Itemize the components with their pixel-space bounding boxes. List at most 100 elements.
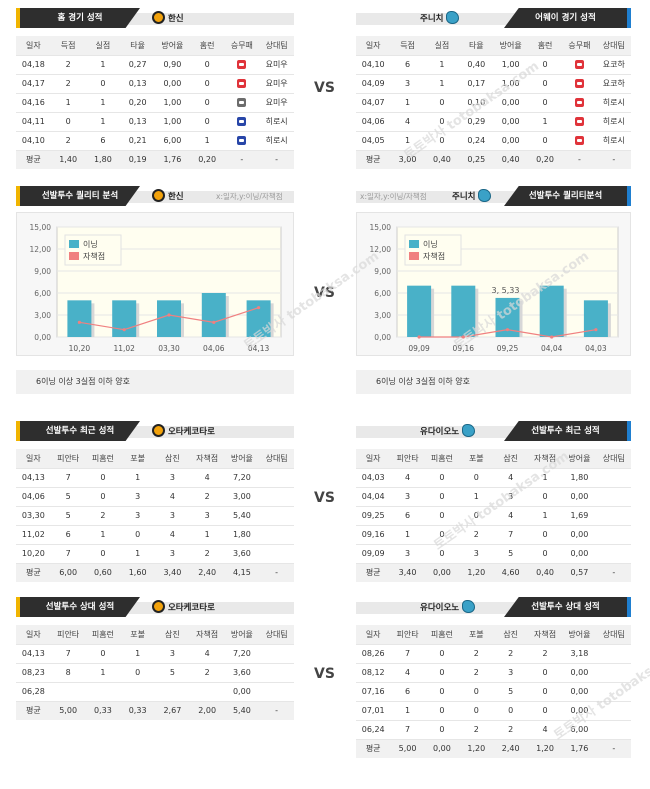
table-average-row: 평균 3,40 0,00 1,20 4,60 0,40 0,57- [356,563,631,582]
table-cell: 0,33 [120,701,155,720]
table-cell: 7 [50,644,86,664]
table-row: 04,16 1 1 0,20 1,00 0 요미우 [16,93,294,113]
table-header-row: 일자 득점 실점 타율 방어율 홈런 승무패 상대팀 [16,36,294,56]
bar-innings [112,300,137,337]
table-cell: 08,12 [356,663,391,683]
table-cell: 0,19 [120,150,155,169]
table-cell: 0 [85,544,121,564]
table-cell: 3,00 [390,150,425,169]
point-earned-runs [461,335,465,339]
table-cell [120,682,155,702]
vs-label: VS [314,80,335,96]
table-cell: 0 [424,112,460,132]
table-cell: 7 [50,544,86,564]
table-cell [224,74,260,94]
table-cell: 1 [527,506,563,526]
table-cell: 0,00 [562,544,597,564]
table-cell: 0,13 [120,74,155,94]
bar-innings [407,285,432,337]
table-cell [224,55,260,75]
bar-innings [67,300,92,337]
table-cell: 포볼 [120,625,155,645]
quality-right-chart-area: 0,00 3,00 6,00 9,00 12,00 15,00 09,09 09,16 09,2… [356,212,631,356]
table-cell: 피홈런 [85,449,121,469]
table-cell: 0 [459,468,494,488]
recent-left-table: 일자 피안타 피홈런 포볼 삼진 자책점 방어율 상대팀 04,13 7 0 1 3 4 7,20 04,06… [16,449,294,582]
table-cell: 1,00 [155,112,190,132]
table-cell: 0,13 [120,112,155,132]
table-cell: 평균 [16,150,51,169]
table-cell [562,55,597,75]
table-cell: 7,20 [224,644,260,664]
table-cell: 일자 [16,36,51,56]
table-cell: 피안타 [390,625,425,645]
table-cell: 3,40 [390,563,425,582]
table-cell: 0,10 [459,93,494,113]
legend-label: 자책점 [423,251,445,261]
table-cell: 0,00 [155,74,190,94]
x-tick-label: 09,09 [408,344,430,353]
win-badge-icon [574,116,584,126]
table-cell: 0,00 [424,739,460,758]
away-record-panel: 주니치 어웨이 경기 성적 일자 득점 실점 타율 방어율 홈런 승무패 상대팀 04,10 6 1… [356,8,631,169]
table-cell [596,506,631,526]
table-cell: 04,17 [16,74,51,94]
table-cell: 0 [424,663,460,683]
table-cell: 3 [493,487,528,507]
table-cell: 1,20 [459,563,494,582]
table-cell: 0,00 [562,663,597,683]
table-cell: - [596,739,631,758]
quality-right-team: 주니치 [452,192,476,202]
table-cell: 04,16 [16,93,51,113]
table-header-row: 일자 피안타 피홈런 포볼 삼진 자책점 방어율 상대팀 [356,449,631,469]
away-team-name: 주니치 [420,14,444,24]
table-cell: 0,60 [85,563,121,582]
loss-badge-icon [237,135,247,145]
table-cell: 0 [459,682,494,702]
table-cell: 08,26 [356,644,391,664]
table-cell: 1,60 [120,563,155,582]
table-cell: 실점 [85,36,121,56]
table-cell: 포볼 [459,625,494,645]
table-cell: 1,80 [85,150,121,169]
point-earned-runs [257,306,261,310]
table-cell: 2,40 [189,563,225,582]
table-cell: - [224,150,260,169]
bar-innings [539,285,564,337]
table-cell: 3,40 [155,563,190,582]
table-cell: 2 [459,663,494,683]
table-cell: 0 [527,487,563,507]
table-cell: 5,00 [390,739,425,758]
table-cell: 3,18 [562,644,597,664]
opp-left-panel: 선발투수 상대 성적 오타케코타로 일자 피안타 피홈런 포볼 삼진 자책점 방어율 상대팀 0… [16,597,294,720]
table-cell: 1 [390,701,425,721]
table-cell: 자책점 [527,625,563,645]
table-cell: 삼진 [155,625,190,645]
away-record-title: 어웨이 경기 성적 [504,8,627,28]
quality-left-chart-area: 0,00 3,00 6,00 9,00 12,00 15,00 10,20 11,02 03,3… [16,212,294,356]
table-row: 10,20 7 0 1 3 2 3,60 [16,544,294,564]
table-cell: 0,00 [493,131,528,151]
table-row: 04,07 1 0 0,10 0,00 0 히로시 [356,93,631,113]
table-cell: 04,07 [356,93,391,113]
table-cell: 0,17 [459,74,494,94]
table-cell: 4 [527,720,563,740]
table-cell: 히로시 [596,131,631,151]
table-cell: 0 [85,487,121,507]
table-cell [259,644,294,664]
y-tick-label: 6,00 [34,289,51,298]
table-cell [224,131,260,151]
table-cell: 3,60 [224,544,260,564]
table-cell [596,720,631,740]
table-cell: 1,69 [562,506,597,526]
table-cell: 삼진 [493,449,528,469]
table-cell: 상대팀 [596,36,631,56]
x-tick-label: 04,03 [585,344,607,353]
table-cell: 자책점 [527,449,563,469]
table-cell: 타율 [459,36,494,56]
table-cell: 상대팀 [596,449,631,469]
table-cell: 방어율 [224,449,260,469]
y-tick-label: 12,00 [30,245,52,254]
opp-left-table: 일자 피안타 피홈런 포볼 삼진 자책점 방어율 상대팀 04,13 7 0 1 3 4 7,20 08,23… [16,625,294,720]
table-cell: 0 [189,112,225,132]
